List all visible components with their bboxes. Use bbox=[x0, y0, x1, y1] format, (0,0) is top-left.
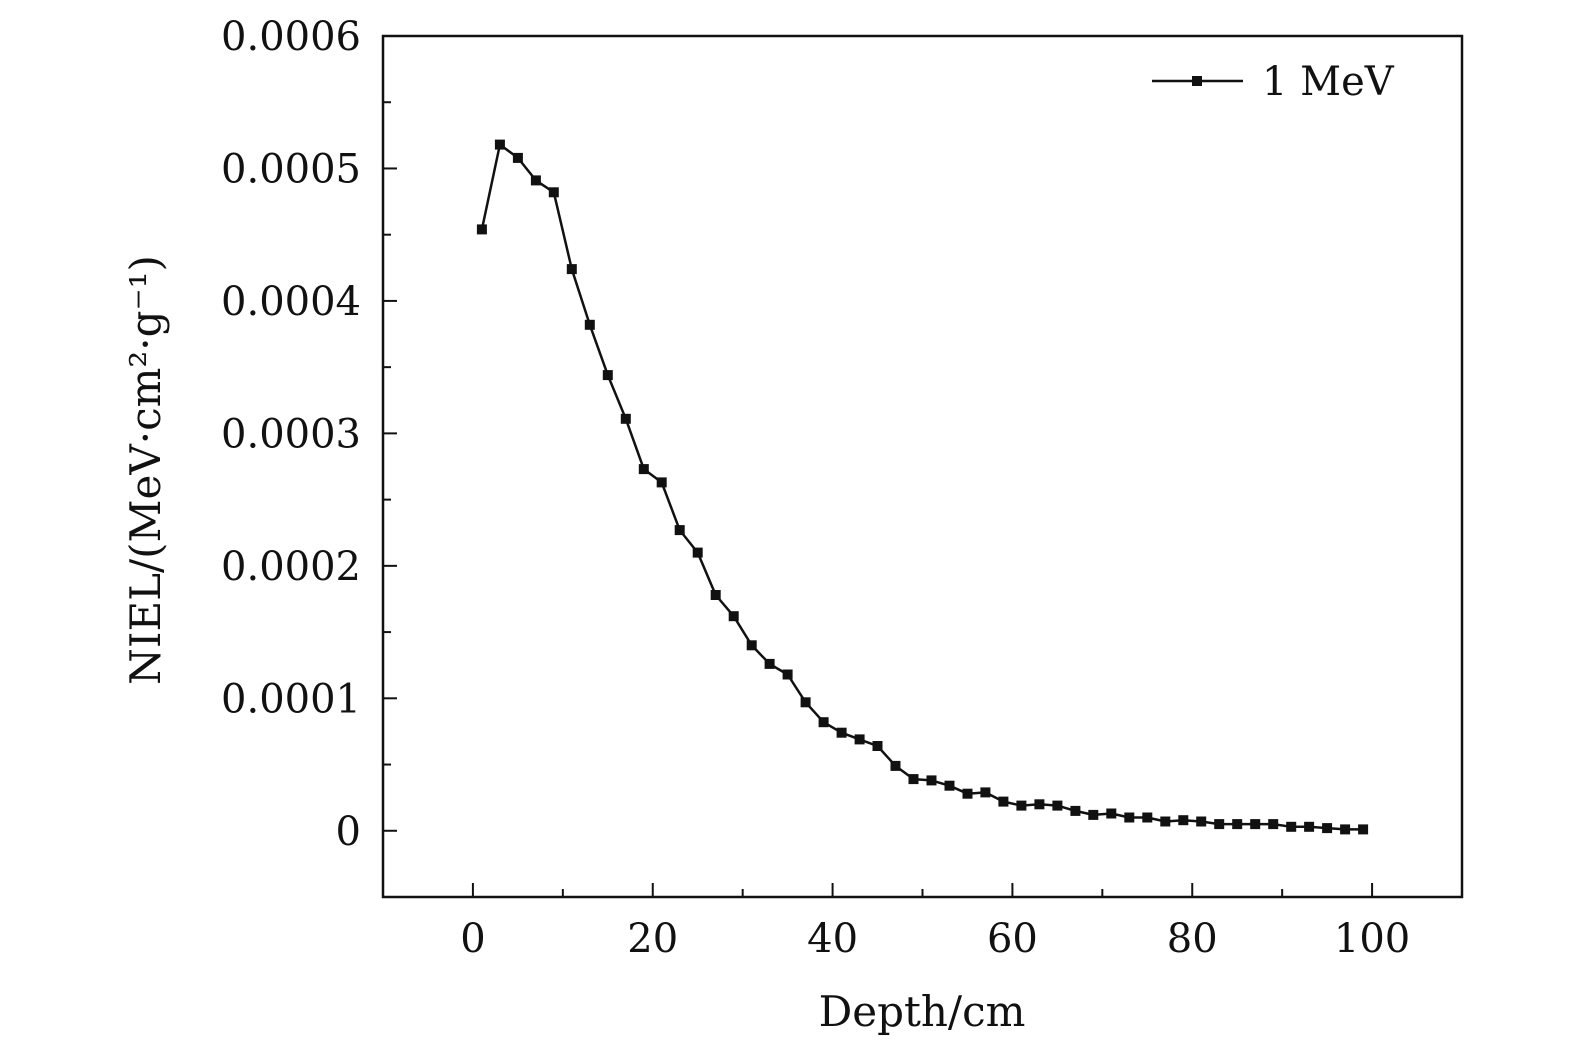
data-point bbox=[1214, 819, 1225, 830]
data-point bbox=[1016, 800, 1027, 811]
x-axis-title: Depth/cm bbox=[819, 987, 1026, 1036]
data-point bbox=[512, 152, 523, 163]
data-point bbox=[1232, 819, 1243, 830]
data-point bbox=[1340, 824, 1351, 835]
data-point bbox=[962, 788, 973, 799]
x-tick-label: 40 bbox=[807, 916, 858, 962]
data-point bbox=[1034, 799, 1045, 810]
y-tick-label: 0.0001 bbox=[221, 676, 361, 722]
legend-label: 1 MeV bbox=[1262, 59, 1395, 105]
y-tick-label: 0.0005 bbox=[221, 146, 361, 192]
data-point bbox=[836, 727, 847, 738]
data-point bbox=[620, 413, 631, 424]
data-point bbox=[1142, 812, 1153, 823]
legend-marker bbox=[1192, 76, 1202, 86]
data-point bbox=[1322, 823, 1333, 834]
data-point bbox=[728, 611, 739, 622]
data-point bbox=[818, 717, 829, 728]
data-point bbox=[1124, 812, 1135, 823]
data-point bbox=[1304, 821, 1315, 832]
data-point bbox=[1106, 808, 1117, 819]
series-layer bbox=[476, 139, 1369, 835]
data-point bbox=[1070, 805, 1081, 816]
x-axis-ticks: 0 20 40 60 80 100 bbox=[460, 883, 1410, 962]
x-tick-label: 60 bbox=[987, 916, 1038, 962]
x-tick-label: 80 bbox=[1167, 916, 1218, 962]
plot-frame bbox=[381, 34, 1464, 899]
data-point bbox=[854, 734, 865, 745]
data-point bbox=[800, 697, 811, 708]
series-line bbox=[480, 143, 1364, 831]
data-point bbox=[944, 780, 955, 791]
data-point bbox=[998, 796, 1009, 807]
data-point bbox=[782, 669, 793, 680]
data-point bbox=[602, 370, 613, 381]
data-point bbox=[764, 658, 775, 669]
data-point bbox=[1196, 816, 1207, 827]
data-point bbox=[584, 319, 595, 330]
data-point bbox=[692, 547, 703, 558]
data-point bbox=[890, 760, 901, 771]
data-point bbox=[710, 590, 721, 600]
data-point bbox=[872, 741, 883, 751]
data-point bbox=[548, 187, 559, 198]
y-axis-title: NIEL/(MeV·cm²·g⁻¹) bbox=[121, 255, 170, 685]
x-tick-label: 100 bbox=[1334, 916, 1410, 962]
data-point bbox=[1160, 816, 1171, 827]
x-tick-label: 0 bbox=[460, 916, 485, 962]
y-tick-label: 0.0003 bbox=[221, 411, 361, 457]
y-tick-label: 0.0006 bbox=[221, 14, 361, 60]
data-point bbox=[1088, 809, 1099, 820]
data-point bbox=[746, 640, 757, 651]
data-point bbox=[1286, 821, 1297, 832]
data-point bbox=[1250, 819, 1261, 830]
y-tick-label: 0.0002 bbox=[221, 544, 361, 590]
x-tick-label: 20 bbox=[627, 916, 678, 962]
data-point bbox=[476, 224, 487, 235]
data-point bbox=[1358, 824, 1369, 835]
data-point bbox=[566, 264, 577, 275]
data-point bbox=[1178, 815, 1189, 826]
data-point bbox=[656, 477, 667, 488]
data-point bbox=[530, 175, 541, 186]
data-point bbox=[638, 464, 649, 475]
data-point bbox=[1268, 819, 1279, 830]
data-point bbox=[494, 139, 505, 150]
y-axis-ticks: 0 0.0001 0.0002 0.0003 0.0004 0.0005 0.0006 bbox=[221, 14, 397, 855]
y-tick-label: 0.0004 bbox=[221, 279, 361, 325]
data-point bbox=[980, 787, 991, 798]
y-tick-label: 0 bbox=[336, 809, 361, 855]
legend: 1 MeV bbox=[1152, 59, 1395, 105]
data-point bbox=[926, 775, 937, 786]
data-point bbox=[1052, 800, 1063, 811]
data-point bbox=[674, 525, 685, 536]
data-point bbox=[908, 774, 919, 785]
